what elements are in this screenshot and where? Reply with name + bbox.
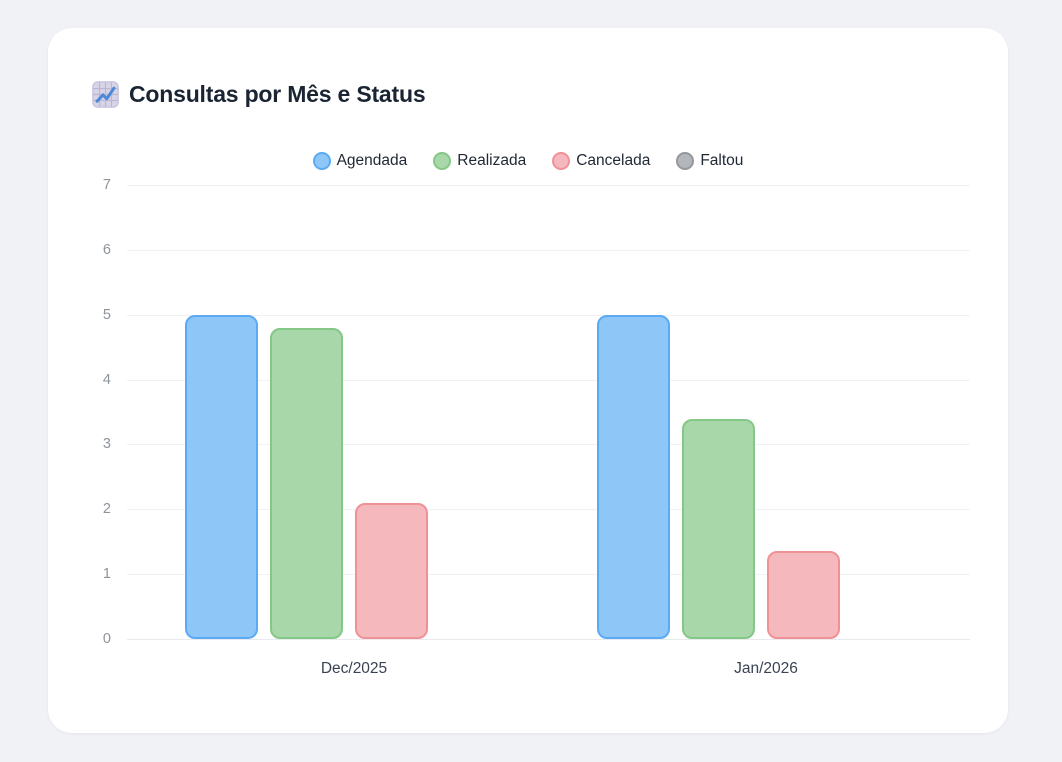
gridline-y-3 (127, 444, 970, 446)
y-axis-tick-label: 0 (102, 631, 111, 647)
y-axis-tick-label: 3 (102, 436, 111, 453)
legend-marker-circle (312, 152, 331, 170)
gridline-y-0 (127, 639, 970, 640)
legend-item-faltou[interactable]: Faltou (676, 152, 743, 170)
gridline-y-2 (127, 509, 970, 511)
legend-item-cancelada[interactable]: Cancelada (552, 152, 650, 170)
bar-dec-2025-cancelada[interactable] (355, 502, 428, 639)
legend-marker-circle (552, 152, 571, 170)
x-axis-label-dec-2025: Dec/2025 (320, 660, 388, 677)
gridline-y-7 (127, 185, 970, 186)
legend-marker-circle (433, 152, 452, 170)
legend-label: Realizada (457, 152, 527, 169)
chart-legend: Agendada Realizada Cancelada Faltou (48, 152, 1008, 170)
gridline-y-4 (127, 379, 970, 381)
bar-jan-2026-cancelada[interactable] (767, 551, 840, 639)
y-axis-tick-label: 5 (102, 306, 111, 323)
legend-marker-circle (676, 152, 695, 170)
y-axis-tick-label: 1 (102, 566, 111, 583)
legend-item-agendada[interactable]: Agendada (312, 152, 408, 170)
legend-label: Cancelada (576, 152, 651, 169)
bar-jan-2026-realizada[interactable] (682, 418, 755, 639)
gridline-y-1 (127, 574, 970, 576)
bar-dec-2025-realizada[interactable] (270, 327, 343, 639)
page-title: Consultas por Mês e Status (129, 81, 426, 107)
y-axis-tick-label: 4 (102, 371, 111, 388)
bar-dec-2025-agendada[interactable] (185, 314, 258, 639)
y-axis-tick-label: 7 (102, 177, 111, 193)
chart-increasing-icon (92, 81, 119, 108)
legend-label: Agendada (336, 152, 408, 169)
y-axis-tick-label: 6 (102, 241, 111, 258)
x-axis-label-jan-2026: Jan/2026 (734, 660, 798, 677)
legend-label: Faltou (700, 152, 744, 169)
y-axis-tick-label: 2 (102, 501, 111, 518)
chart-card: Consultas por Mês e Status Agendada Reali… (48, 28, 1008, 733)
card-header: Consultas por Mês e Status (92, 81, 426, 108)
bar-jan-2026-agendada[interactable] (597, 314, 670, 639)
plot-area: 0 1 2 3 4 5 6 7 Dec/2025 Jan/2026 (103, 177, 970, 677)
legend-item-realizada[interactable]: Realizada (433, 152, 526, 170)
gridline-y-5 (127, 314, 970, 316)
gridline-y-6 (127, 249, 970, 251)
